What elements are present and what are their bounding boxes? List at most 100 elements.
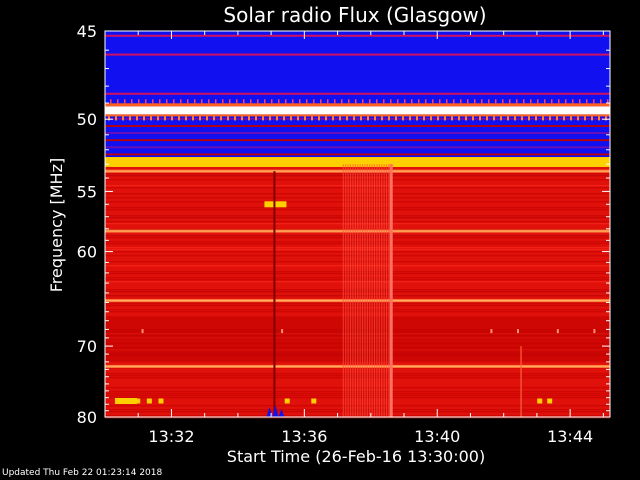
comb-tick: [269, 116, 271, 121]
comb-tick: [129, 116, 131, 121]
comb-tick: [353, 116, 355, 121]
comb-tick: [591, 116, 593, 121]
comb-tick: [404, 99, 406, 104]
y-tick-label: 50: [77, 110, 97, 129]
x-axis-label: Start Time (26-Feb-16 13:30:00): [227, 447, 485, 466]
comb-tick: [416, 116, 418, 121]
band-stripe: [105, 125, 610, 127]
comb-tick: [537, 99, 539, 104]
comb-tick: [558, 99, 560, 104]
x-tick-label: 13:44: [547, 427, 593, 446]
comb-tick: [334, 99, 336, 104]
yellow-speckle: [547, 398, 553, 404]
comb-tick: [271, 99, 273, 104]
burst-streak: [347, 164, 349, 417]
yellow-speckle: [121, 398, 127, 404]
comb-tick: [166, 99, 168, 104]
burst-streak: [369, 164, 371, 417]
y-tick-label: 60: [77, 243, 97, 262]
comb-tick: [472, 116, 474, 121]
burst-streak: [364, 164, 366, 417]
comb-tick: [311, 116, 313, 121]
comb-tick: [488, 99, 490, 104]
blue-band-stripe: [105, 53, 610, 56]
comb-tick: [570, 116, 572, 121]
comb-tick: [257, 99, 259, 104]
comb-tick: [530, 99, 532, 104]
y-tick-label: 80: [77, 408, 97, 427]
axes: 45 50 55 60 70 80 13:32 13:36 13:40 13:44: [77, 22, 611, 446]
comb-tick: [325, 116, 327, 121]
burst-streak: [349, 164, 352, 417]
comb-tick: [348, 99, 350, 104]
comb-tick: [444, 116, 446, 121]
burst-streak: [354, 164, 356, 417]
burst-streak: [352, 164, 354, 417]
comb-tick: [395, 116, 397, 121]
plot-frame: [104, 30, 611, 418]
vertical-dark-line: [273, 171, 276, 417]
comb-tick: [131, 99, 133, 104]
comb-tick: [222, 99, 224, 104]
comb-tick: [565, 99, 567, 104]
burst-streak: [383, 164, 385, 417]
burst-streak: [366, 164, 368, 417]
band-stripe: [105, 117, 610, 120]
comb-tick: [362, 99, 364, 104]
comb-tick: [159, 99, 161, 104]
burst-streak: [361, 164, 364, 417]
band-blue: [105, 31, 610, 107]
comb-tick: [178, 116, 180, 121]
comb-tick: [479, 116, 481, 121]
comb-tick: [264, 99, 266, 104]
comb-tick: [437, 116, 439, 121]
yellow-speckle: [311, 398, 317, 404]
comb-tick: [138, 99, 140, 104]
burst-streak: [359, 164, 361, 417]
comb-tick: [355, 99, 357, 104]
comb-tick: [157, 116, 159, 121]
burst-streak: [371, 164, 373, 417]
comb-tick: [213, 116, 215, 121]
band-yellow: [105, 157, 610, 167]
comb-tick: [432, 99, 434, 104]
comb-tick: [255, 116, 257, 121]
yellow-speckle: [158, 398, 164, 404]
comb-tick: [430, 116, 432, 121]
band-stripe: [105, 139, 610, 142]
comb-tick: [383, 99, 385, 104]
comb-tick: [500, 116, 502, 121]
comb-tick: [206, 116, 208, 121]
comb-tick: [192, 116, 194, 121]
comb-tick: [439, 99, 441, 104]
comb-tick: [493, 116, 495, 121]
comb-tick: [542, 116, 544, 121]
comb-tick: [243, 99, 245, 104]
comb-tick: [220, 116, 222, 121]
comb-tick: [544, 99, 546, 104]
comb-tick: [164, 116, 166, 121]
comb-tick: [313, 99, 315, 104]
speckle: [141, 329, 144, 334]
comb-tick: [292, 99, 294, 104]
comb-tick: [474, 99, 476, 104]
comb-tick: [180, 99, 182, 104]
comb-tick: [143, 116, 145, 121]
comb-tick: [556, 116, 558, 121]
comb-tick: [598, 116, 600, 121]
comb-tick: [276, 116, 278, 121]
speckle: [490, 329, 493, 334]
comb-tick: [283, 116, 285, 121]
burst-streak: [381, 164, 383, 417]
comb-tick: [514, 116, 516, 121]
comb-tick: [306, 99, 308, 104]
burst-streak: [388, 164, 390, 417]
comb-tick: [234, 116, 236, 121]
burst-streak: [385, 164, 388, 417]
comb-tick: [290, 116, 292, 121]
yellow-speckle: [135, 398, 141, 404]
comb-tick: [341, 99, 343, 104]
y-tick-label: 70: [77, 337, 97, 356]
comb-tick: [509, 99, 511, 104]
